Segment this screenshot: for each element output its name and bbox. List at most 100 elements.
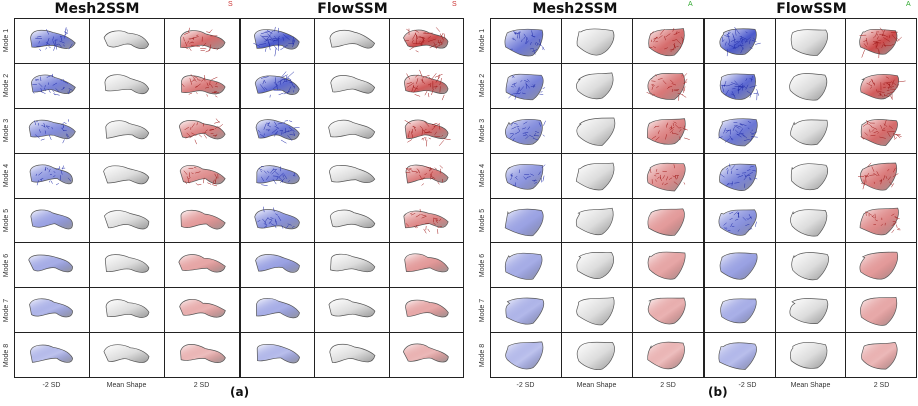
shape-cell: [389, 198, 463, 243]
displacement-arrow: [725, 129, 730, 133]
displacement-arrow: [45, 125, 50, 129]
shape-surface: [860, 207, 900, 235]
displacement-arrow: [262, 79, 265, 85]
displacement-arrow: [646, 91, 652, 95]
shape-cell: [491, 243, 561, 288]
displacement-arrow: [440, 77, 442, 83]
displacement-arrow: [185, 136, 190, 139]
displacement-arrow: [871, 165, 875, 172]
displacement-arrow: [275, 212, 279, 216]
displacement-arrow: [747, 120, 752, 123]
displacement-arrow: [726, 83, 733, 87]
displacement-arrow: [429, 175, 435, 179]
col-label-a-minus2sd: -2 SD: [42, 382, 61, 389]
shape-surface: [330, 254, 376, 273]
displacement-arrow: [46, 125, 50, 127]
shape-render: [789, 208, 827, 236]
displacement-arrow: [193, 75, 199, 79]
mode-label: Mode 7: [479, 298, 487, 323]
displacement-arrow: [424, 90, 428, 96]
displacement-arrow: [46, 29, 50, 35]
displacement-arrow: [274, 224, 277, 228]
shape-cell: [389, 288, 463, 333]
shape-surface: [404, 300, 449, 318]
shape-cell: [389, 153, 463, 198]
displacement-arrow: [278, 172, 284, 178]
displacement-arrow: [656, 168, 658, 172]
displacement-arrow: [219, 123, 223, 127]
displacement-arrow: [882, 127, 886, 130]
shape-render: [103, 30, 150, 50]
displacement-arrow: [272, 38, 280, 42]
displacement-arrow: [424, 172, 427, 175]
displacement-arrow: [513, 122, 518, 125]
displacement-arrow: [52, 41, 56, 47]
displacement-arrow: [287, 71, 295, 78]
shape-surface: [505, 163, 544, 190]
displacement-arrow: [739, 127, 744, 134]
shape-render: [646, 72, 688, 101]
displacement-arrow: [725, 182, 730, 186]
shape-cell: [562, 198, 632, 243]
displacement-arrow: [48, 88, 51, 93]
shape-render: [402, 27, 449, 53]
displacement-arrow: [201, 77, 206, 82]
displacement-arrow: [681, 74, 684, 77]
displacement-arrow: [434, 73, 443, 78]
displacement-arrow: [878, 92, 884, 97]
displacement-arrow: [418, 40, 421, 43]
displacement-arrow: [660, 174, 662, 179]
displacement-arrow: [405, 28, 409, 32]
displacement-arrow: [420, 38, 424, 46]
displacement-arrow: [260, 30, 270, 35]
displacement-arrow: [273, 207, 275, 212]
displacement-arrow: [214, 126, 218, 129]
displacement-arrow: [521, 127, 526, 130]
displacement-arrow: [749, 85, 757, 88]
shape-surface: [253, 29, 300, 50]
shape-cell: [846, 63, 916, 108]
displacement-arrow: [64, 121, 67, 124]
displacement-arrow: [867, 120, 869, 125]
displacement-arrow: [183, 170, 188, 175]
displacement-arrow: [662, 174, 665, 179]
displacement-arrow: [191, 122, 195, 128]
displacement-arrow: [273, 81, 278, 86]
shape-surface: [255, 119, 300, 140]
displacement-arrow: [276, 176, 279, 180]
sub-label-b: (b): [708, 385, 728, 399]
shape-cell: [241, 333, 315, 377]
displacement-arrow: [674, 43, 676, 49]
displacement-arrow: [725, 226, 728, 229]
displacement-arrow: [518, 92, 521, 95]
displacement-arrow: [60, 36, 63, 42]
shape-render: [505, 297, 545, 325]
displacement-arrow: [869, 174, 875, 176]
displacement-arrow: [880, 178, 883, 184]
shape-render: [403, 69, 449, 101]
displacement-arrow: [264, 87, 268, 90]
displacement-arrow: [421, 37, 425, 42]
shape-render: [860, 118, 902, 146]
displacement-arrow: [195, 92, 198, 94]
shape-cell: [775, 153, 846, 198]
displacement-arrow: [62, 80, 69, 84]
displacement-arrow: [421, 182, 424, 186]
displacement-arrow: [525, 83, 530, 89]
shape-render: [103, 344, 150, 363]
shape-surface: [179, 164, 226, 185]
displacement-arrow: [739, 35, 748, 40]
displacement-arrow: [67, 177, 72, 182]
displacement-arrow: [513, 92, 520, 95]
displacement-arrow: [748, 213, 752, 219]
displacement-arrow: [748, 39, 751, 45]
displacement-arrow: [44, 130, 46, 134]
displacement-arrow: [44, 167, 47, 171]
displacement-arrow: [41, 124, 46, 127]
displacement-arrow: [270, 216, 274, 219]
displacement-arrow: [406, 82, 414, 88]
shape-cell: [705, 63, 775, 108]
displacement-arrow: [734, 181, 740, 184]
displacement-arrow: [888, 176, 892, 181]
shape-render: [646, 162, 686, 191]
